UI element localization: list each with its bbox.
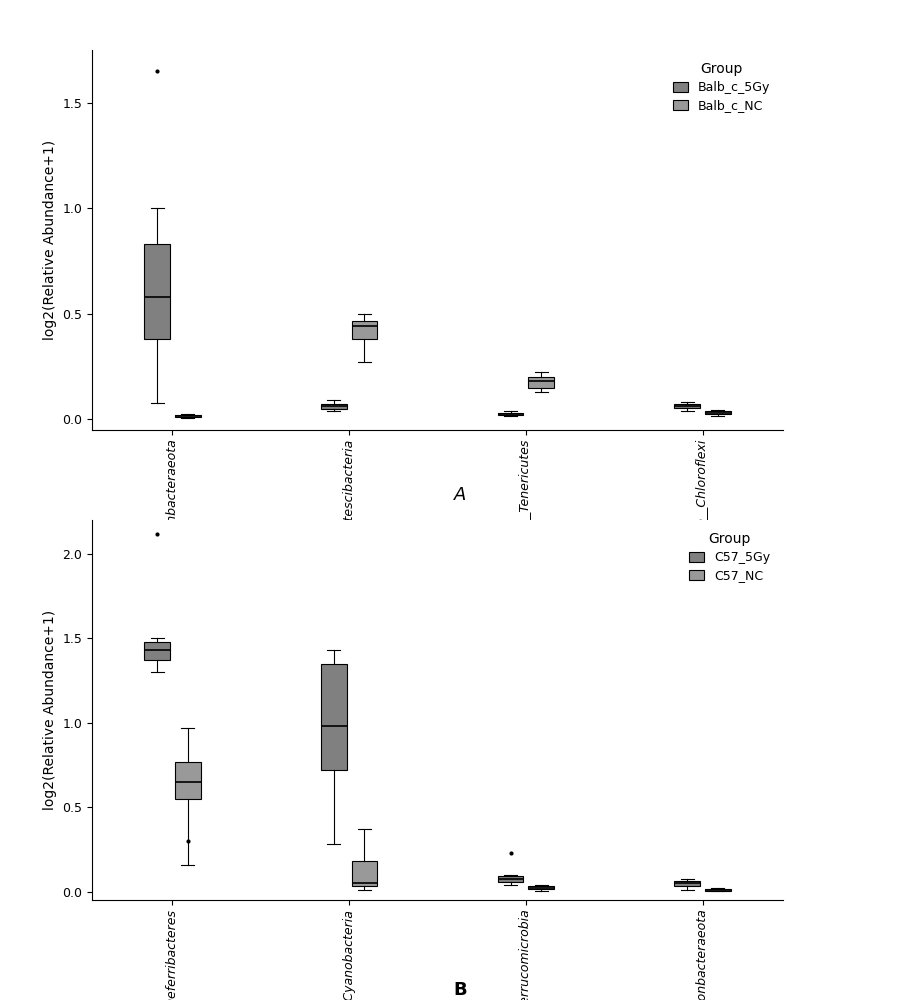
- PathPatch shape: [145, 244, 170, 339]
- PathPatch shape: [145, 642, 170, 660]
- PathPatch shape: [175, 415, 201, 417]
- Y-axis label: log2(Relative Abundance+1): log2(Relative Abundance+1): [42, 610, 57, 810]
- PathPatch shape: [321, 404, 346, 409]
- PathPatch shape: [674, 881, 700, 886]
- PathPatch shape: [321, 664, 346, 770]
- PathPatch shape: [352, 861, 378, 886]
- Y-axis label: log2(Relative Abundance+1): log2(Relative Abundance+1): [42, 140, 57, 340]
- Legend: Balb_c_5Gy, Balb_c_NC: Balb_c_5Gy, Balb_c_NC: [667, 56, 776, 119]
- Legend: C57_5Gy, C57_NC: C57_5Gy, C57_NC: [683, 526, 776, 589]
- PathPatch shape: [497, 413, 523, 415]
- PathPatch shape: [497, 876, 523, 882]
- PathPatch shape: [705, 411, 730, 414]
- PathPatch shape: [352, 321, 378, 339]
- PathPatch shape: [175, 762, 201, 799]
- PathPatch shape: [529, 886, 554, 889]
- Text: A: A: [454, 486, 467, 504]
- Text: B: B: [454, 981, 467, 999]
- PathPatch shape: [674, 404, 700, 408]
- PathPatch shape: [705, 889, 730, 891]
- PathPatch shape: [529, 377, 554, 388]
